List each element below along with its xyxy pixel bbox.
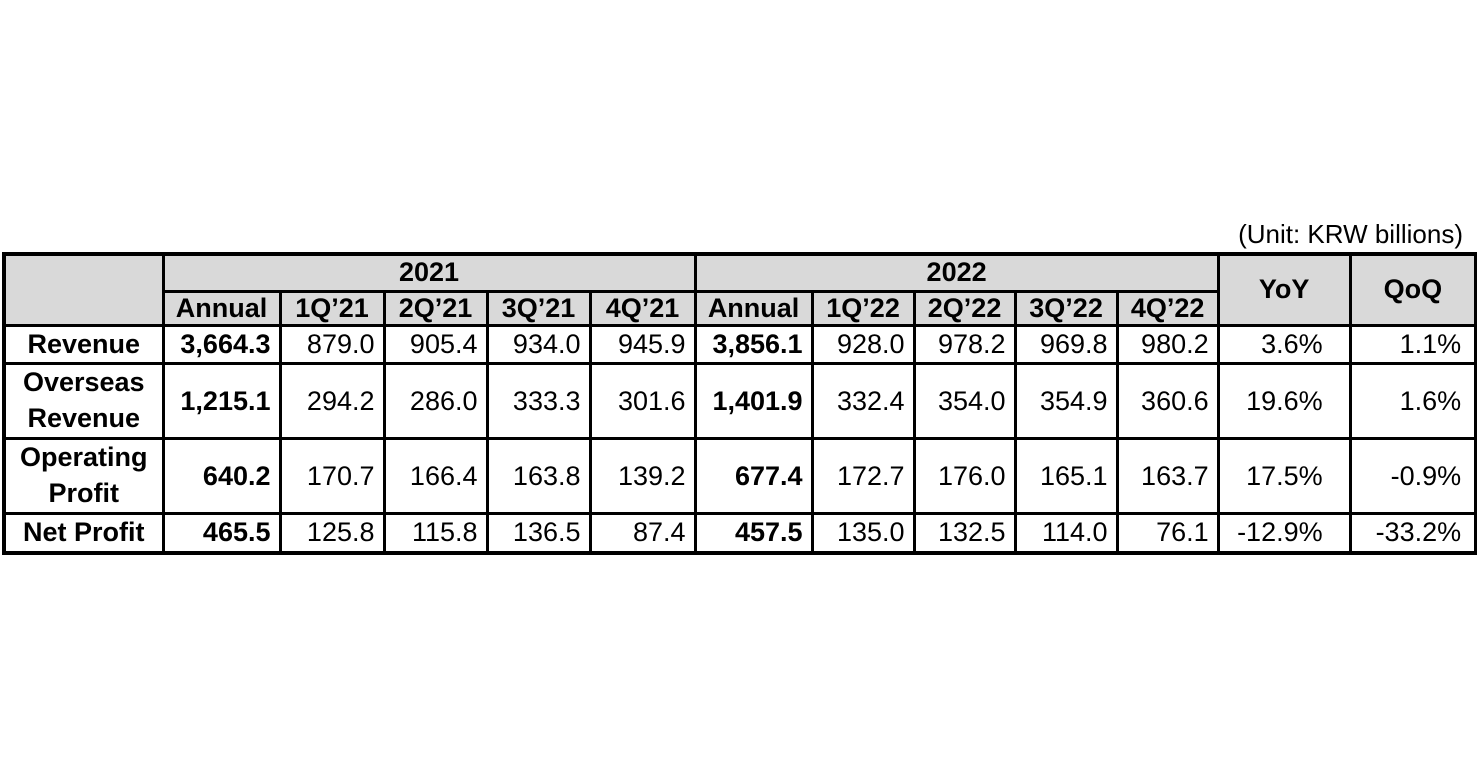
cell-qoq: 1.1% bbox=[1348, 323, 1477, 366]
cell-qoq: -33.2% bbox=[1348, 512, 1477, 555]
cell-3q21: 333.3 bbox=[485, 362, 592, 441]
subheader-3q21: 3Q’21 bbox=[485, 289, 592, 327]
unit-label: (Unit: KRW billions) bbox=[1238, 219, 1463, 249]
cell-annual-2022: 457.5 bbox=[693, 512, 814, 555]
table-row-operating-profit: Operating Profit 640.2 170.7 166.4 163.8… bbox=[2, 437, 1477, 516]
cell-annual-2022: 1,401.9 bbox=[693, 362, 814, 441]
cell-3q21: 163.8 bbox=[485, 437, 592, 516]
subheader-1q21: 1Q’21 bbox=[278, 289, 386, 327]
subheader-annual-2022: Annual bbox=[693, 289, 814, 327]
cell-4q21: 139.2 bbox=[588, 437, 697, 516]
cell-2q22: 978.2 bbox=[912, 323, 1017, 366]
cell-4q21: 87.4 bbox=[588, 512, 697, 555]
cell-2q21: 905.4 bbox=[382, 323, 489, 366]
subheader-4q22: 4Q’22 bbox=[1115, 289, 1220, 327]
cell-3q22: 114.0 bbox=[1013, 512, 1119, 555]
subheader-annual-2021: Annual bbox=[161, 289, 282, 327]
cell-1q21: 294.2 bbox=[278, 362, 386, 441]
row-label: Overseas Revenue bbox=[2, 362, 165, 441]
cell-4q22: 163.7 bbox=[1115, 437, 1220, 516]
qoq-header: QoQ bbox=[1348, 252, 1477, 327]
header-row-periods: Annual 1Q’21 2Q’21 3Q’21 4Q’21 Annual 1Q… bbox=[4, 289, 1476, 327]
row-label: Revenue bbox=[2, 323, 165, 366]
cell-annual-2021: 640.2 bbox=[161, 437, 282, 516]
table-row-revenue: Revenue 3,664.3 879.0 905.4 934.0 945.9 … bbox=[2, 323, 1477, 366]
cell-1q22: 135.0 bbox=[810, 512, 916, 555]
cell-yoy: -12.9% bbox=[1216, 512, 1352, 555]
cell-yoy: 17.5% bbox=[1216, 437, 1352, 516]
cell-4q22: 76.1 bbox=[1115, 512, 1220, 555]
header-row-years: 2021 2022 YoY QoQ bbox=[2, 252, 1477, 327]
cell-yoy: 3.6% bbox=[1216, 323, 1352, 366]
yoy-header: YoY bbox=[1216, 252, 1352, 327]
cell-2q21: 286.0 bbox=[382, 362, 489, 441]
subheader-4q21: 4Q’21 bbox=[588, 289, 697, 327]
cell-2q21: 166.4 bbox=[382, 437, 489, 516]
row-label: Net Profit bbox=[2, 512, 165, 555]
cell-annual-2021: 3,664.3 bbox=[161, 323, 282, 366]
table-row-net-profit: Net Profit 465.5 125.8 115.8 136.5 87.4 … bbox=[2, 512, 1477, 555]
cell-1q21: 170.7 bbox=[278, 437, 386, 516]
cell-2q22: 354.0 bbox=[912, 362, 1017, 441]
cell-4q21: 945.9 bbox=[588, 323, 697, 366]
cell-annual-2021: 465.5 bbox=[161, 512, 282, 555]
cell-3q22: 354.9 bbox=[1013, 362, 1119, 441]
subheader-2q21: 2Q’21 bbox=[382, 289, 489, 327]
cell-4q22: 980.2 bbox=[1115, 323, 1220, 366]
cell-annual-2022: 3,856.1 bbox=[693, 323, 814, 366]
cell-yoy: 19.6% bbox=[1216, 362, 1352, 441]
corner-cell bbox=[2, 252, 165, 327]
cell-4q22: 360.6 bbox=[1115, 362, 1220, 441]
financial-results-table: 2021 2022 YoY QoQ Annual 1Q’21 2Q’21 3Q’… bbox=[2, 252, 1477, 555]
cell-qoq: 1.6% bbox=[1348, 362, 1477, 441]
cell-3q22: 165.1 bbox=[1013, 437, 1119, 516]
cell-3q21: 934.0 bbox=[485, 323, 592, 366]
row-label: Operating Profit bbox=[2, 437, 165, 516]
cell-2q22: 132.5 bbox=[912, 512, 1017, 555]
year-header-2021: 2021 bbox=[161, 252, 697, 293]
cell-annual-2022: 677.4 bbox=[693, 437, 814, 516]
table-row-overseas-revenue: Overseas Revenue 1,215.1 294.2 286.0 333… bbox=[2, 362, 1477, 441]
cell-annual-2021: 1,215.1 bbox=[161, 362, 282, 441]
cell-1q21: 879.0 bbox=[278, 323, 386, 366]
cell-4q21: 301.6 bbox=[588, 362, 697, 441]
year-header-2022: 2022 bbox=[693, 252, 1220, 293]
subheader-3q22: 3Q’22 bbox=[1013, 289, 1119, 327]
cell-2q22: 176.0 bbox=[912, 437, 1017, 516]
cell-2q21: 115.8 bbox=[382, 512, 489, 555]
cell-1q22: 172.7 bbox=[810, 437, 916, 516]
cell-qoq: -0.9% bbox=[1348, 437, 1477, 516]
cell-1q22: 332.4 bbox=[810, 362, 916, 441]
cell-1q21: 125.8 bbox=[278, 512, 386, 555]
subheader-2q22: 2Q’22 bbox=[912, 289, 1017, 327]
cell-3q22: 969.8 bbox=[1013, 323, 1119, 366]
cell-1q22: 928.0 bbox=[810, 323, 916, 366]
subheader-1q22: 1Q’22 bbox=[810, 289, 916, 327]
cell-3q21: 136.5 bbox=[485, 512, 592, 555]
